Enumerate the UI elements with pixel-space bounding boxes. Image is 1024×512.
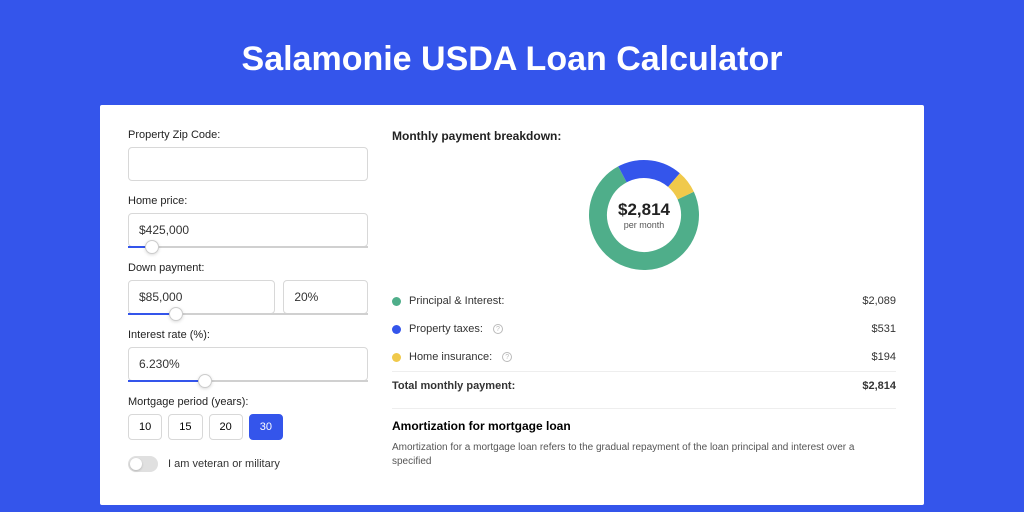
year-option-10[interactable]: 10 — [128, 414, 162, 440]
legend-dot-taxes — [392, 325, 401, 334]
interest-rate-field: Interest rate (%): — [128, 329, 368, 382]
legend-total: Total monthly payment: $2,814 — [392, 371, 896, 400]
zip-label: Property Zip Code: — [128, 129, 368, 141]
legend-label-insurance: Home insurance: — [409, 351, 492, 363]
zip-field: Property Zip Code: — [128, 129, 368, 181]
breakdown-title: Monthly payment breakdown: — [392, 129, 896, 143]
legend-property-taxes: Property taxes: ? $531 — [392, 315, 896, 343]
home-price-input[interactable] — [128, 213, 368, 247]
down-payment-slider-thumb[interactable] — [169, 307, 183, 321]
legend-home-insurance: Home insurance: ? $194 — [392, 343, 896, 371]
down-payment-pct-input[interactable] — [283, 280, 368, 314]
donut-center: $2,814 per month — [618, 200, 670, 230]
year-option-15[interactable]: 15 — [168, 414, 202, 440]
year-option-30[interactable]: 30 — [249, 414, 283, 440]
amortization-title: Amortization for mortgage loan — [392, 419, 896, 433]
breakdown-column: Monthly payment breakdown: $2,814 per mo… — [392, 129, 896, 495]
help-icon[interactable]: ? — [502, 352, 512, 362]
down-payment-label: Down payment: — [128, 262, 368, 274]
legend-amount-taxes: $531 — [872, 323, 896, 335]
amortization-section: Amortization for mortgage loan Amortizat… — [392, 408, 896, 469]
donut-center-sub: per month — [618, 220, 670, 230]
mortgage-period-options: 10 15 20 30 — [128, 414, 368, 440]
year-option-20[interactable]: 20 — [209, 414, 243, 440]
page-title: Salamonie USDA Loan Calculator — [0, 0, 1024, 105]
legend-dot-principal — [392, 297, 401, 306]
legend-amount-insurance: $194 — [872, 351, 896, 363]
total-label: Total monthly payment: — [392, 380, 515, 392]
down-payment-slider[interactable] — [128, 313, 368, 315]
veteran-toggle[interactable] — [128, 456, 158, 472]
amortization-text: Amortization for a mortgage loan refers … — [392, 441, 896, 469]
total-amount: $2,814 — [862, 380, 896, 392]
donut-chart-wrap: $2,814 per month — [392, 151, 896, 287]
form-column: Property Zip Code: Home price: Down paym… — [128, 129, 368, 495]
donut-center-amount: $2,814 — [618, 200, 670, 220]
mortgage-period-label: Mortgage period (years): — [128, 396, 368, 408]
interest-rate-input[interactable] — [128, 347, 368, 381]
down-payment-field: Down payment: — [128, 262, 368, 315]
donut-chart: $2,814 per month — [584, 155, 704, 275]
interest-rate-slider-fill — [128, 380, 205, 382]
veteran-label: I am veteran or military — [168, 458, 280, 470]
home-price-label: Home price: — [128, 195, 368, 207]
legend-label-principal: Principal & Interest: — [409, 295, 504, 307]
legend-amount-principal: $2,089 — [862, 295, 896, 307]
zip-input[interactable] — [128, 147, 368, 181]
help-icon[interactable]: ? — [493, 324, 503, 334]
calculator-card: Property Zip Code: Home price: Down paym… — [100, 105, 924, 505]
down-payment-amount-input[interactable] — [128, 280, 275, 314]
veteran-field: I am veteran or military — [128, 456, 368, 472]
interest-rate-slider[interactable] — [128, 380, 368, 382]
home-price-slider-thumb[interactable] — [145, 240, 159, 254]
mortgage-period-field: Mortgage period (years): 10 15 20 30 — [128, 396, 368, 440]
legend-dot-insurance — [392, 353, 401, 362]
legend-principal-interest: Principal & Interest: $2,089 — [392, 287, 896, 315]
interest-rate-slider-thumb[interactable] — [198, 374, 212, 388]
interest-rate-label: Interest rate (%): — [128, 329, 368, 341]
home-price-slider[interactable] — [128, 246, 368, 248]
home-price-field: Home price: — [128, 195, 368, 248]
legend-label-taxes: Property taxes: — [409, 323, 483, 335]
